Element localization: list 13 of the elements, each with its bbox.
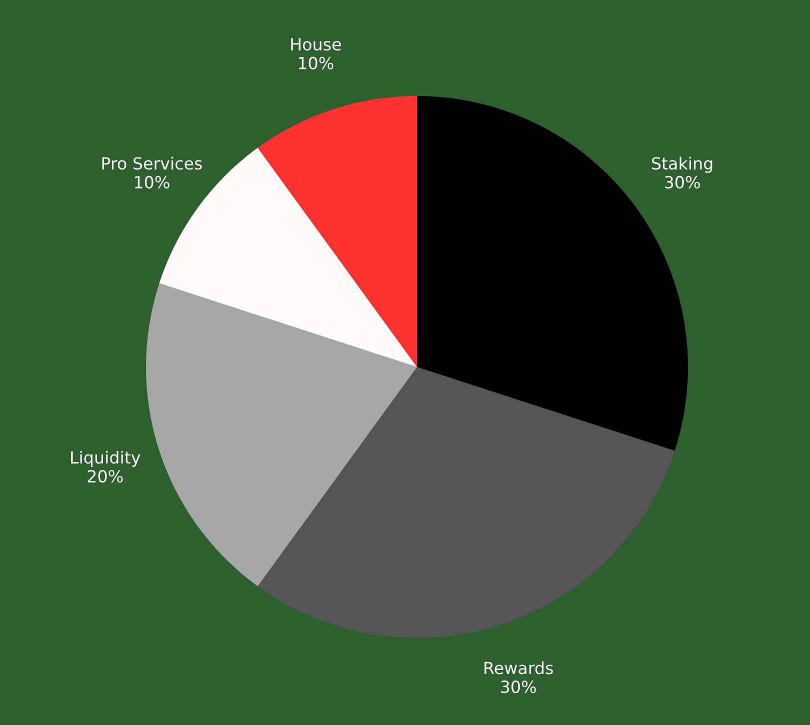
pie-slice <box>146 283 417 586</box>
slice-label: Pro Services <box>102 156 202 170</box>
pie-slice <box>258 96 417 367</box>
slice-label: Staking <box>652 156 712 173</box>
slice-label: Liquidity <box>71 450 140 467</box>
data-label: 10% <box>135 176 170 189</box>
data-label: 30% <box>665 176 700 189</box>
slice-label: Rewards <box>484 661 553 674</box>
pie-slice <box>258 367 675 638</box>
data-label: 20% <box>88 470 123 483</box>
slice-label: House <box>291 38 341 51</box>
data-label: 30% <box>501 680 536 694</box>
data-label: 10% <box>298 56 334 70</box>
